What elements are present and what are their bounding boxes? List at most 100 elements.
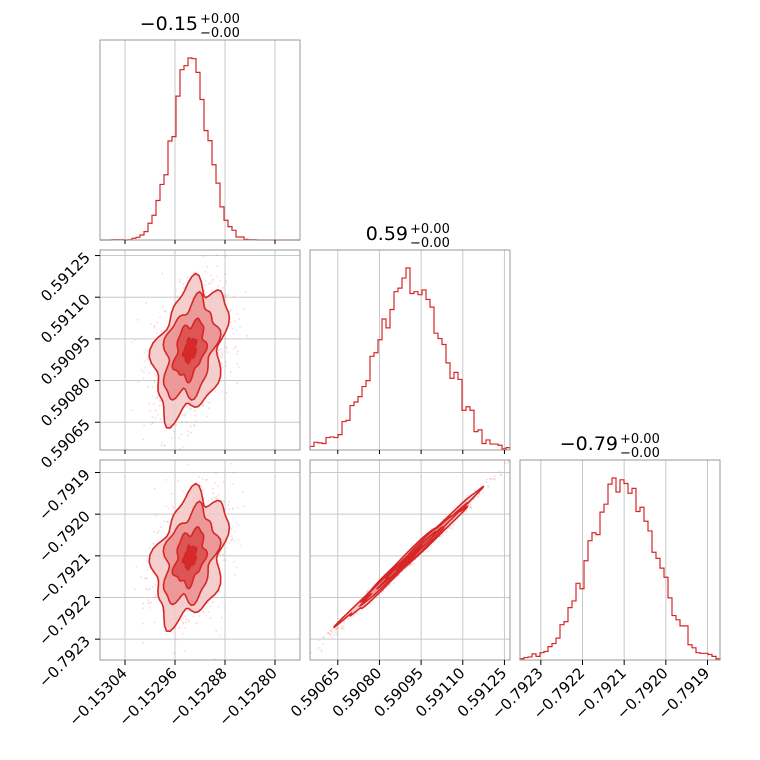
scatter-point [146, 358, 149, 360]
scatter-point [226, 351, 228, 353]
scatter-point [237, 506, 239, 509]
scatter-point [179, 448, 181, 450]
scatter-point [212, 492, 214, 494]
scatter-point [448, 527, 450, 529]
scatter-point [149, 587, 151, 590]
scatter-point [157, 413, 159, 416]
scatter-point [225, 337, 227, 340]
scatter-point [184, 650, 186, 652]
scatter-point [160, 526, 162, 528]
scatter-point [184, 414, 186, 417]
scatter-point [310, 652, 312, 654]
scatter-point [134, 588, 136, 591]
scatter-point [175, 639, 177, 641]
scatter-point [474, 490, 477, 492]
scatter-point [327, 632, 329, 634]
title-upper-error: +0.00 [410, 222, 450, 237]
scatter-point [159, 404, 161, 407]
scatter-point [179, 627, 181, 629]
scatter-point [176, 295, 178, 298]
scatter-point [187, 463, 190, 466]
scatter-point [137, 319, 139, 321]
scatter-point [475, 495, 477, 498]
scatter-point [347, 618, 350, 620]
scatter-point [235, 521, 238, 524]
scatter-point [215, 472, 217, 474]
scatter-point [207, 394, 210, 397]
scatter-point [158, 529, 160, 532]
scatter-point [147, 602, 149, 604]
scatter-point [153, 324, 156, 327]
scatter-point [398, 574, 400, 576]
scatter-point [193, 424, 196, 426]
scatter-point [166, 521, 168, 523]
panel-frame [309, 249, 511, 451]
scatter-point [485, 481, 488, 483]
scatter-point [366, 591, 369, 593]
scatter-point [442, 518, 444, 521]
scatter-point [224, 293, 227, 296]
scatter-point [178, 437, 181, 440]
scatter-point [232, 482, 234, 485]
scatter-point [443, 518, 445, 521]
scatter-point [207, 500, 210, 502]
scatter-point [460, 502, 462, 504]
scatter-point [211, 280, 214, 283]
scatter-point [204, 284, 206, 287]
scatter-point [223, 607, 226, 609]
scatter-point [217, 605, 220, 608]
scatter-point [148, 602, 151, 604]
scatter-point [397, 574, 400, 577]
scatter-point [498, 470, 501, 473]
scatter-point [202, 497, 205, 499]
scatter-point [355, 612, 358, 615]
title-lower-error: −0.00 [620, 446, 660, 461]
scatter-point [185, 493, 188, 495]
scatter-point [177, 480, 179, 482]
scatter-point [340, 621, 343, 624]
scatter-point [500, 474, 502, 476]
scatter-point [225, 280, 227, 283]
scatter-point [217, 285, 219, 288]
scatter-point [154, 417, 157, 420]
scatter-point [221, 366, 224, 368]
scatter-point [163, 630, 166, 632]
scatter-point [167, 520, 169, 523]
scatter-point [204, 280, 207, 282]
scatter-point [135, 565, 138, 568]
scatter-point [365, 607, 367, 609]
scatter-point [165, 505, 167, 508]
scatter-point [156, 532, 159, 534]
scatter-point [212, 278, 214, 281]
scatter-point [182, 622, 184, 625]
scatter-point [150, 423, 153, 425]
scatter-point [217, 485, 219, 487]
scatter-point [209, 282, 211, 284]
scatter-point [145, 577, 147, 580]
scatter-point [230, 321, 232, 324]
scatter-point [178, 281, 181, 283]
scatter-point [140, 576, 142, 578]
scatter-point [157, 395, 159, 397]
scatter-point [146, 588, 148, 591]
scatter-point [220, 362, 222, 364]
scatter-point [231, 538, 233, 541]
scatter-point [317, 647, 320, 649]
scatter-point [215, 497, 218, 499]
scatter-point [232, 327, 234, 330]
scatter-point [160, 399, 162, 402]
scatter-point [131, 409, 134, 412]
scatter-point [445, 531, 447, 534]
scatter-point [237, 539, 240, 541]
scatter-point [190, 407, 192, 410]
scatter-point [214, 390, 217, 393]
scatter-point [203, 290, 205, 292]
panel-frame [99, 459, 301, 661]
scatter-point [205, 478, 208, 481]
scatter-point [371, 586, 374, 588]
scatter-point [229, 309, 232, 311]
scatter-point [156, 397, 158, 399]
scatter-point [161, 306, 164, 308]
scatter-point [153, 326, 156, 329]
title-lower-error: −0.00 [200, 26, 240, 41]
